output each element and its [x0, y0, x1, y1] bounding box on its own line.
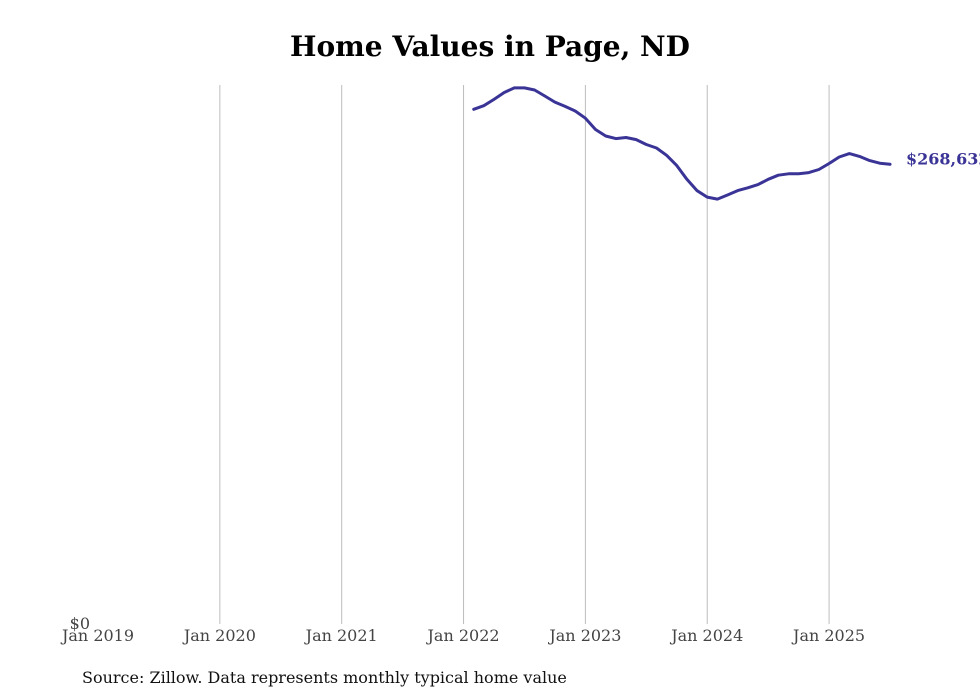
line-layer — [472, 86, 892, 201]
grid-layer — [219, 85, 830, 624]
x-tick-label: Jan 2021 — [304, 626, 378, 645]
source-note: Source: Zillow. Data represents monthly … — [82, 668, 567, 687]
x-tick-label: Jan 2024 — [669, 626, 743, 645]
x-tick-label: Jan 2020 — [182, 626, 256, 645]
x-tick-label: Jan 2023 — [547, 626, 621, 645]
y-tick-label: $0 — [70, 614, 90, 633]
x-tick-label: Jan 2025 — [791, 626, 865, 645]
chart-title: Home Values in Page, ND — [290, 30, 690, 63]
series-line — [472, 86, 892, 201]
x-tick-label: Jan 2022 — [426, 626, 500, 645]
label-layer: $268,632 — [906, 149, 980, 168]
end-value-label: $268,632 — [906, 149, 980, 168]
x-tick-label: Jan 2019 — [60, 626, 134, 645]
axis-layer: Jan 2019 Jan 2020 Jan 2021 Jan 2022 Jan 2023… — [60, 614, 865, 645]
